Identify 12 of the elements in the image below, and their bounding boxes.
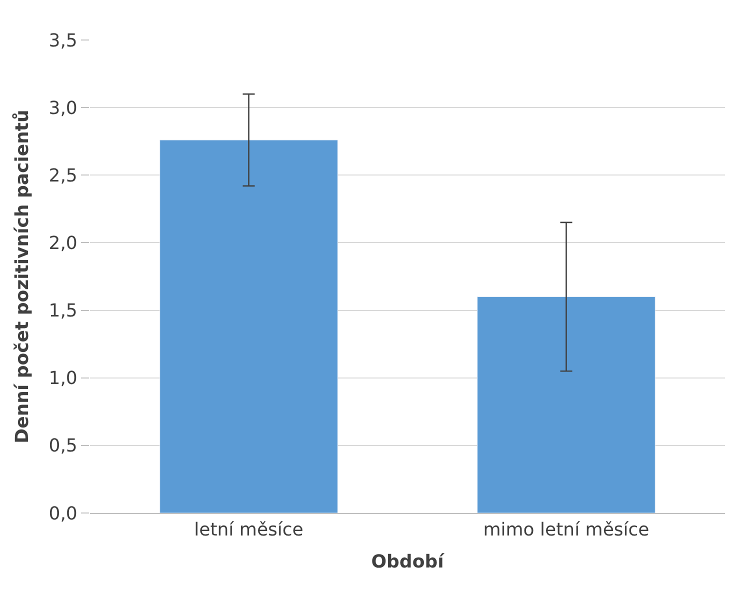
y-tick-label: 2,5 xyxy=(48,165,78,186)
y-tick-label: 3,5 xyxy=(48,30,78,52)
x-axis-title: Období xyxy=(371,552,445,573)
x-tick-label: mimo letní měsíce xyxy=(483,520,650,541)
y-tick-label: 1,0 xyxy=(48,368,78,390)
y-tick-label: 2,0 xyxy=(48,233,78,254)
x-tick-label: letní měsíce xyxy=(194,520,304,541)
y-axis-title: Denní počet pozitivních pacientů xyxy=(12,110,33,444)
y-tick-label: 0,0 xyxy=(48,503,78,524)
y-tick-label: 0,5 xyxy=(48,436,78,457)
y-tick-label: 3,0 xyxy=(48,98,78,119)
y-tick-label: 1,5 xyxy=(48,300,78,322)
